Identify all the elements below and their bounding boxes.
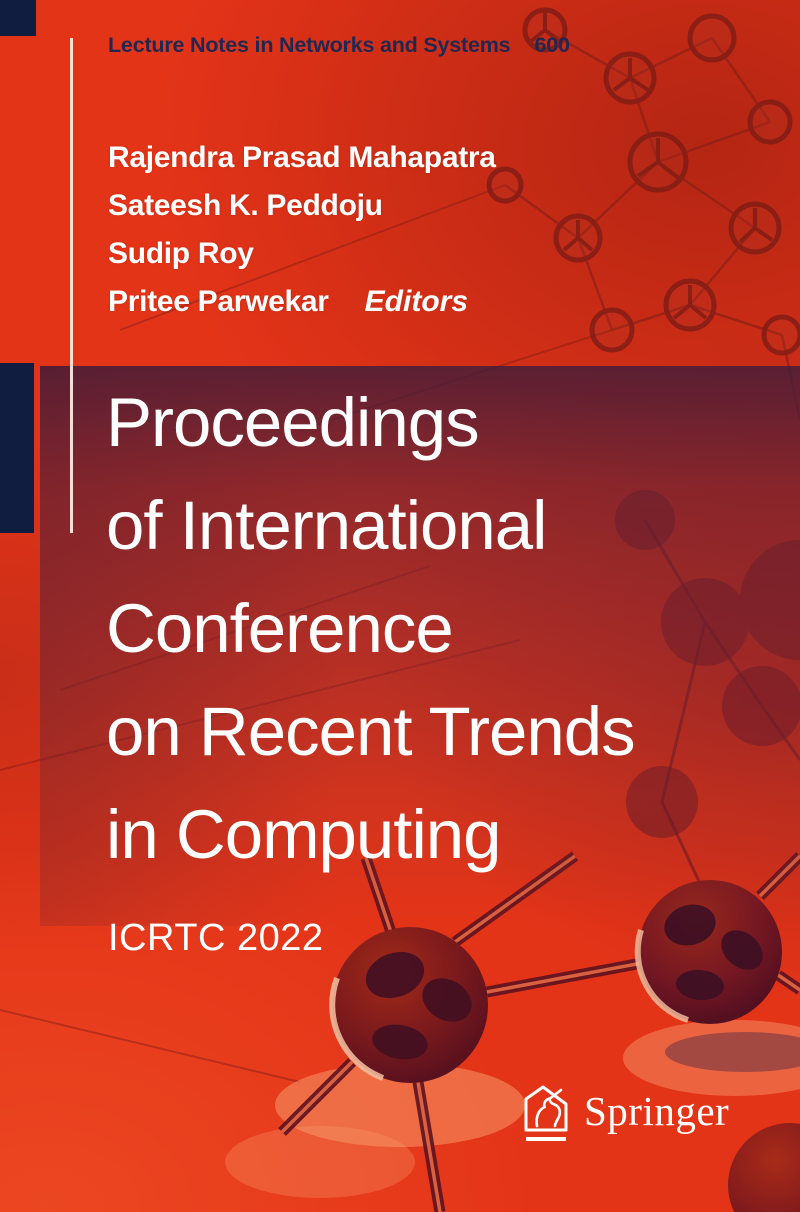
editor-name: Rajendra Prasad Mahapatra <box>108 141 496 174</box>
editor-name: Sudip Roy <box>108 237 254 270</box>
title-line: Conference <box>106 590 454 667</box>
publisher-name: Springer <box>584 1088 730 1134</box>
editors-role-label: Editors <box>364 285 469 318</box>
vertical-rule <box>70 38 73 533</box>
title-line: in Computing <box>106 796 502 873</box>
springer-horse-icon <box>524 1085 568 1141</box>
editors-block: Rajendra Prasad Mahapatra Sateesh K. Ped… <box>108 134 496 326</box>
subtitle: ICRTC 2022 <box>108 917 324 959</box>
series-corner-square <box>0 0 36 36</box>
series-header: Lecture Notes in Networks and Systems 60… <box>108 32 570 58</box>
title-line: of International <box>106 487 548 564</box>
editor-name: Sateesh K. Peddoju <box>108 189 383 222</box>
title-gradient-panel <box>40 366 800 926</box>
series-name: Lecture Notes in Networks and Systems <box>108 33 511 57</box>
title-line: Proceedings <box>106 384 480 461</box>
editor-name: Pritee Parwekar <box>108 285 329 318</box>
publisher-logo: Springer <box>522 1084 729 1148</box>
book-title: Proceedings of International Conference … <box>106 371 726 886</box>
title-line: on Recent Trends <box>106 693 636 770</box>
series-volume: 600 <box>534 33 570 57</box>
left-accent-bar <box>0 363 34 533</box>
